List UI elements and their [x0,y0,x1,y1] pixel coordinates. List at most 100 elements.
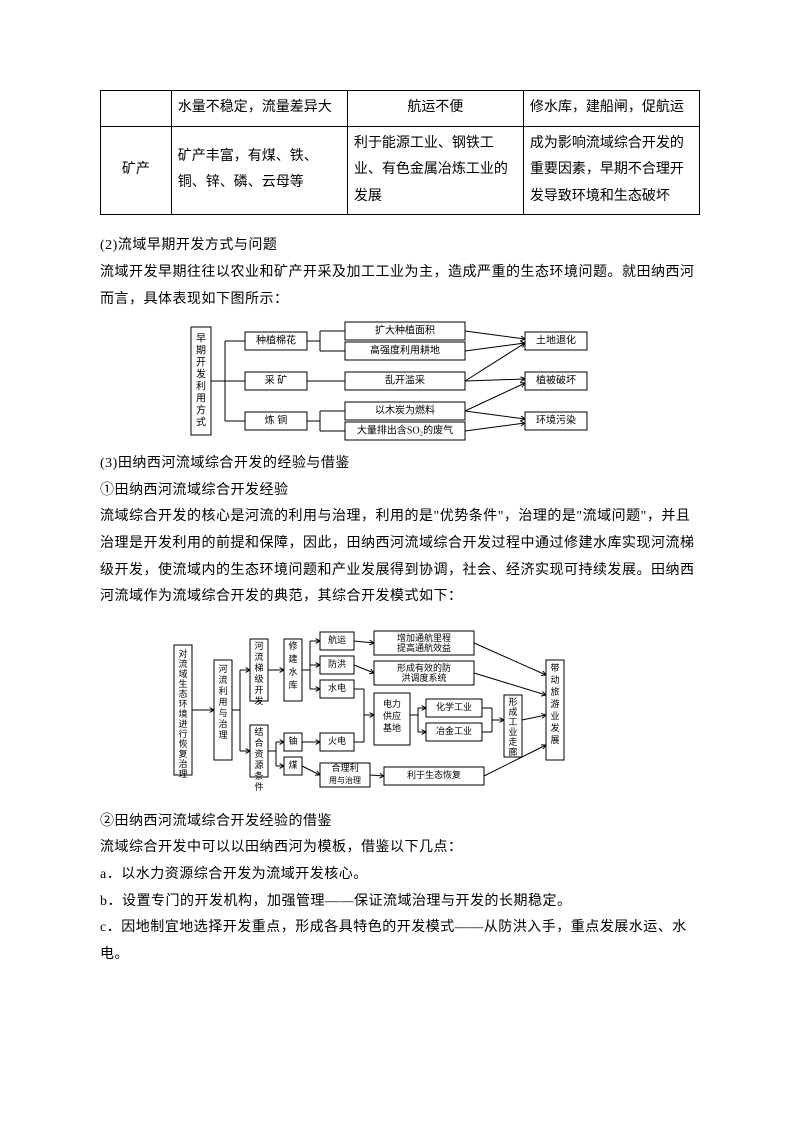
svg-text:化学工业: 化学工业 [436,701,472,712]
svg-text:结: 结 [254,726,263,737]
svg-text:理: 理 [178,769,187,779]
svg-text:早: 早 [196,332,206,344]
svg-text:种植棉花: 种植棉花 [256,333,296,346]
svg-text:态: 态 [178,688,187,699]
cell-c3: 航运不便 [347,91,523,127]
svg-text:冶金工业: 冶金工业 [436,725,472,736]
svg-text:发: 发 [550,722,559,733]
cell-c3: 利于能源工业、钢铁工业、有色金属冶炼工业的发展 [347,126,523,215]
svg-text:火电: 火电 [328,735,346,746]
section3-h2: ②田纳西河流域综合开发经验的借鉴 [100,809,700,836]
svg-text:流: 流 [218,674,227,685]
svg-text:复: 复 [178,748,187,759]
svg-text:电力: 电力 [383,698,401,709]
svg-text:航运: 航运 [328,634,346,645]
svg-text:河: 河 [254,640,263,651]
svg-text:治: 治 [218,718,227,729]
cell-c2: 矿产丰富，有煤、铁、铜、锌、磷、云母等 [171,126,347,215]
svg-text:环境污染: 环境污染 [536,413,576,426]
svg-text:业: 业 [550,711,559,721]
svg-text:发: 发 [196,367,206,380]
cell-c1: 矿产 [101,126,172,215]
svg-text:开: 开 [196,357,206,368]
section3-h1: ①田纳西河流域综合开发经验 [100,478,700,505]
svg-text:土地退化: 土地退化 [536,333,576,346]
svg-text:发: 发 [254,695,263,706]
resource-table: 水量不稳定，流量差异大 航运不便 修水库，建船闸，促航运 矿产 矿产丰富，有煤、… [100,90,700,215]
svg-text:件: 件 [254,781,263,792]
svg-text:利: 利 [196,380,206,392]
svg-text:水电: 水电 [328,682,346,693]
dev-model-diagram: 对流域生态环境进行恢复治理河流利用与治理河流梯级开发结合资源条件修建水库铀煤航运… [170,615,630,805]
svg-text:煤: 煤 [288,759,297,770]
svg-text:旅: 旅 [550,686,559,697]
point-b: b．设置专门的开发机构，加强管理——保证流域治理与开发的长期稳定。 [100,889,700,916]
svg-text:扩大种植面积: 扩大种植面积 [375,323,435,336]
svg-text:进: 进 [178,719,187,729]
point-c: c．因地制宜地选择开发重点，形成各具特色的开发模式——从防洪入手，重点发展水运、… [100,915,700,968]
section2-title: (2)流域早期开发方式与问题 [100,233,700,260]
svg-text:动: 动 [550,675,559,685]
svg-text:带: 带 [550,663,559,673]
svg-text:合理利: 合理利 [331,762,358,773]
svg-text:河: 河 [218,663,227,674]
svg-text:建: 建 [288,653,297,664]
svg-text:合: 合 [254,737,263,748]
table-row: 矿产 矿产丰富，有煤、铁、铜、锌、磷、云母等 利于能源工业、钢铁工业、有色金属冶… [101,126,700,215]
svg-text:资: 资 [254,749,263,759]
svg-text:采 矿: 采 矿 [265,373,288,386]
svg-text:式: 式 [196,415,206,428]
svg-text:工: 工 [508,717,517,727]
section3-p2: 流域综合开发中可以以田纳西河为模板，借鉴以下几点： [100,835,700,862]
svg-text:环: 环 [178,699,187,709]
svg-text:炼 铜: 炼 铜 [265,413,288,426]
section2-p1: 流域开发早期往往以农业和矿产开采及加工工业为主，造成严重的生态环境问题。就田纳西… [100,260,700,313]
svg-text:成: 成 [508,706,517,717]
svg-text:境: 境 [178,708,187,719]
section3-title: (3)田纳西河流域综合开发的经验与借鉴 [100,451,700,478]
svg-text:级: 级 [254,673,263,684]
svg-text:方: 方 [196,403,206,416]
svg-text:用: 用 [196,393,206,404]
svg-text:用: 用 [218,697,227,707]
svg-text:治: 治 [178,758,187,769]
svg-text:形成有效的防: 形成有效的防 [397,662,451,673]
svg-text:库: 库 [288,679,297,690]
svg-text:植被破坏: 植被破坏 [536,373,576,386]
svg-text:条: 条 [254,770,263,781]
svg-text:防洪: 防洪 [328,658,346,669]
svg-text:流: 流 [254,651,263,662]
svg-text:水: 水 [288,666,297,677]
svg-text:廊: 廊 [508,746,517,757]
cell-c2: 水量不稳定，流量差异大 [171,91,347,127]
cell-c4: 修水库，建船闸，促航运 [523,91,699,127]
svg-text:理: 理 [218,730,227,740]
point-a: a．以水力资源综合开发为流域开发核心。 [100,862,700,889]
svg-text:乱开滥采: 乱开滥采 [385,373,425,386]
svg-text:高强度利用耕地: 高强度利用耕地 [370,343,440,356]
svg-text:走: 走 [508,737,517,747]
svg-text:域: 域 [178,668,187,679]
svg-text:修: 修 [288,640,297,651]
svg-text:提高通航效益: 提高通航效益 [397,642,451,653]
svg-text:开: 开 [254,685,263,695]
svg-text:游: 游 [550,698,559,709]
cell-c1 [101,91,172,127]
svg-text:利: 利 [218,685,227,696]
svg-text:行: 行 [178,728,187,739]
svg-text:与: 与 [218,708,227,718]
svg-text:源: 源 [254,760,263,770]
svg-text:对: 对 [178,648,187,659]
svg-text:利于生态恢复: 利于生态恢复 [407,769,461,780]
svg-text:期: 期 [196,344,206,356]
table-row: 水量不稳定，流量差异大 航运不便 修水库，建船闸，促航运 [101,91,700,127]
svg-text:生: 生 [178,678,187,689]
svg-text:展: 展 [550,735,559,745]
svg-text:供应: 供应 [383,710,401,721]
svg-text:基地: 基地 [383,722,401,733]
svg-text:洪调度系统: 洪调度系统 [401,672,446,683]
svg-text:恢: 恢 [178,738,187,749]
svg-text:铀: 铀 [288,735,297,746]
svg-text:增加通航里程: 增加通航里程 [397,632,451,643]
svg-text:以木炭为燃料: 以木炭为燃料 [375,403,435,416]
